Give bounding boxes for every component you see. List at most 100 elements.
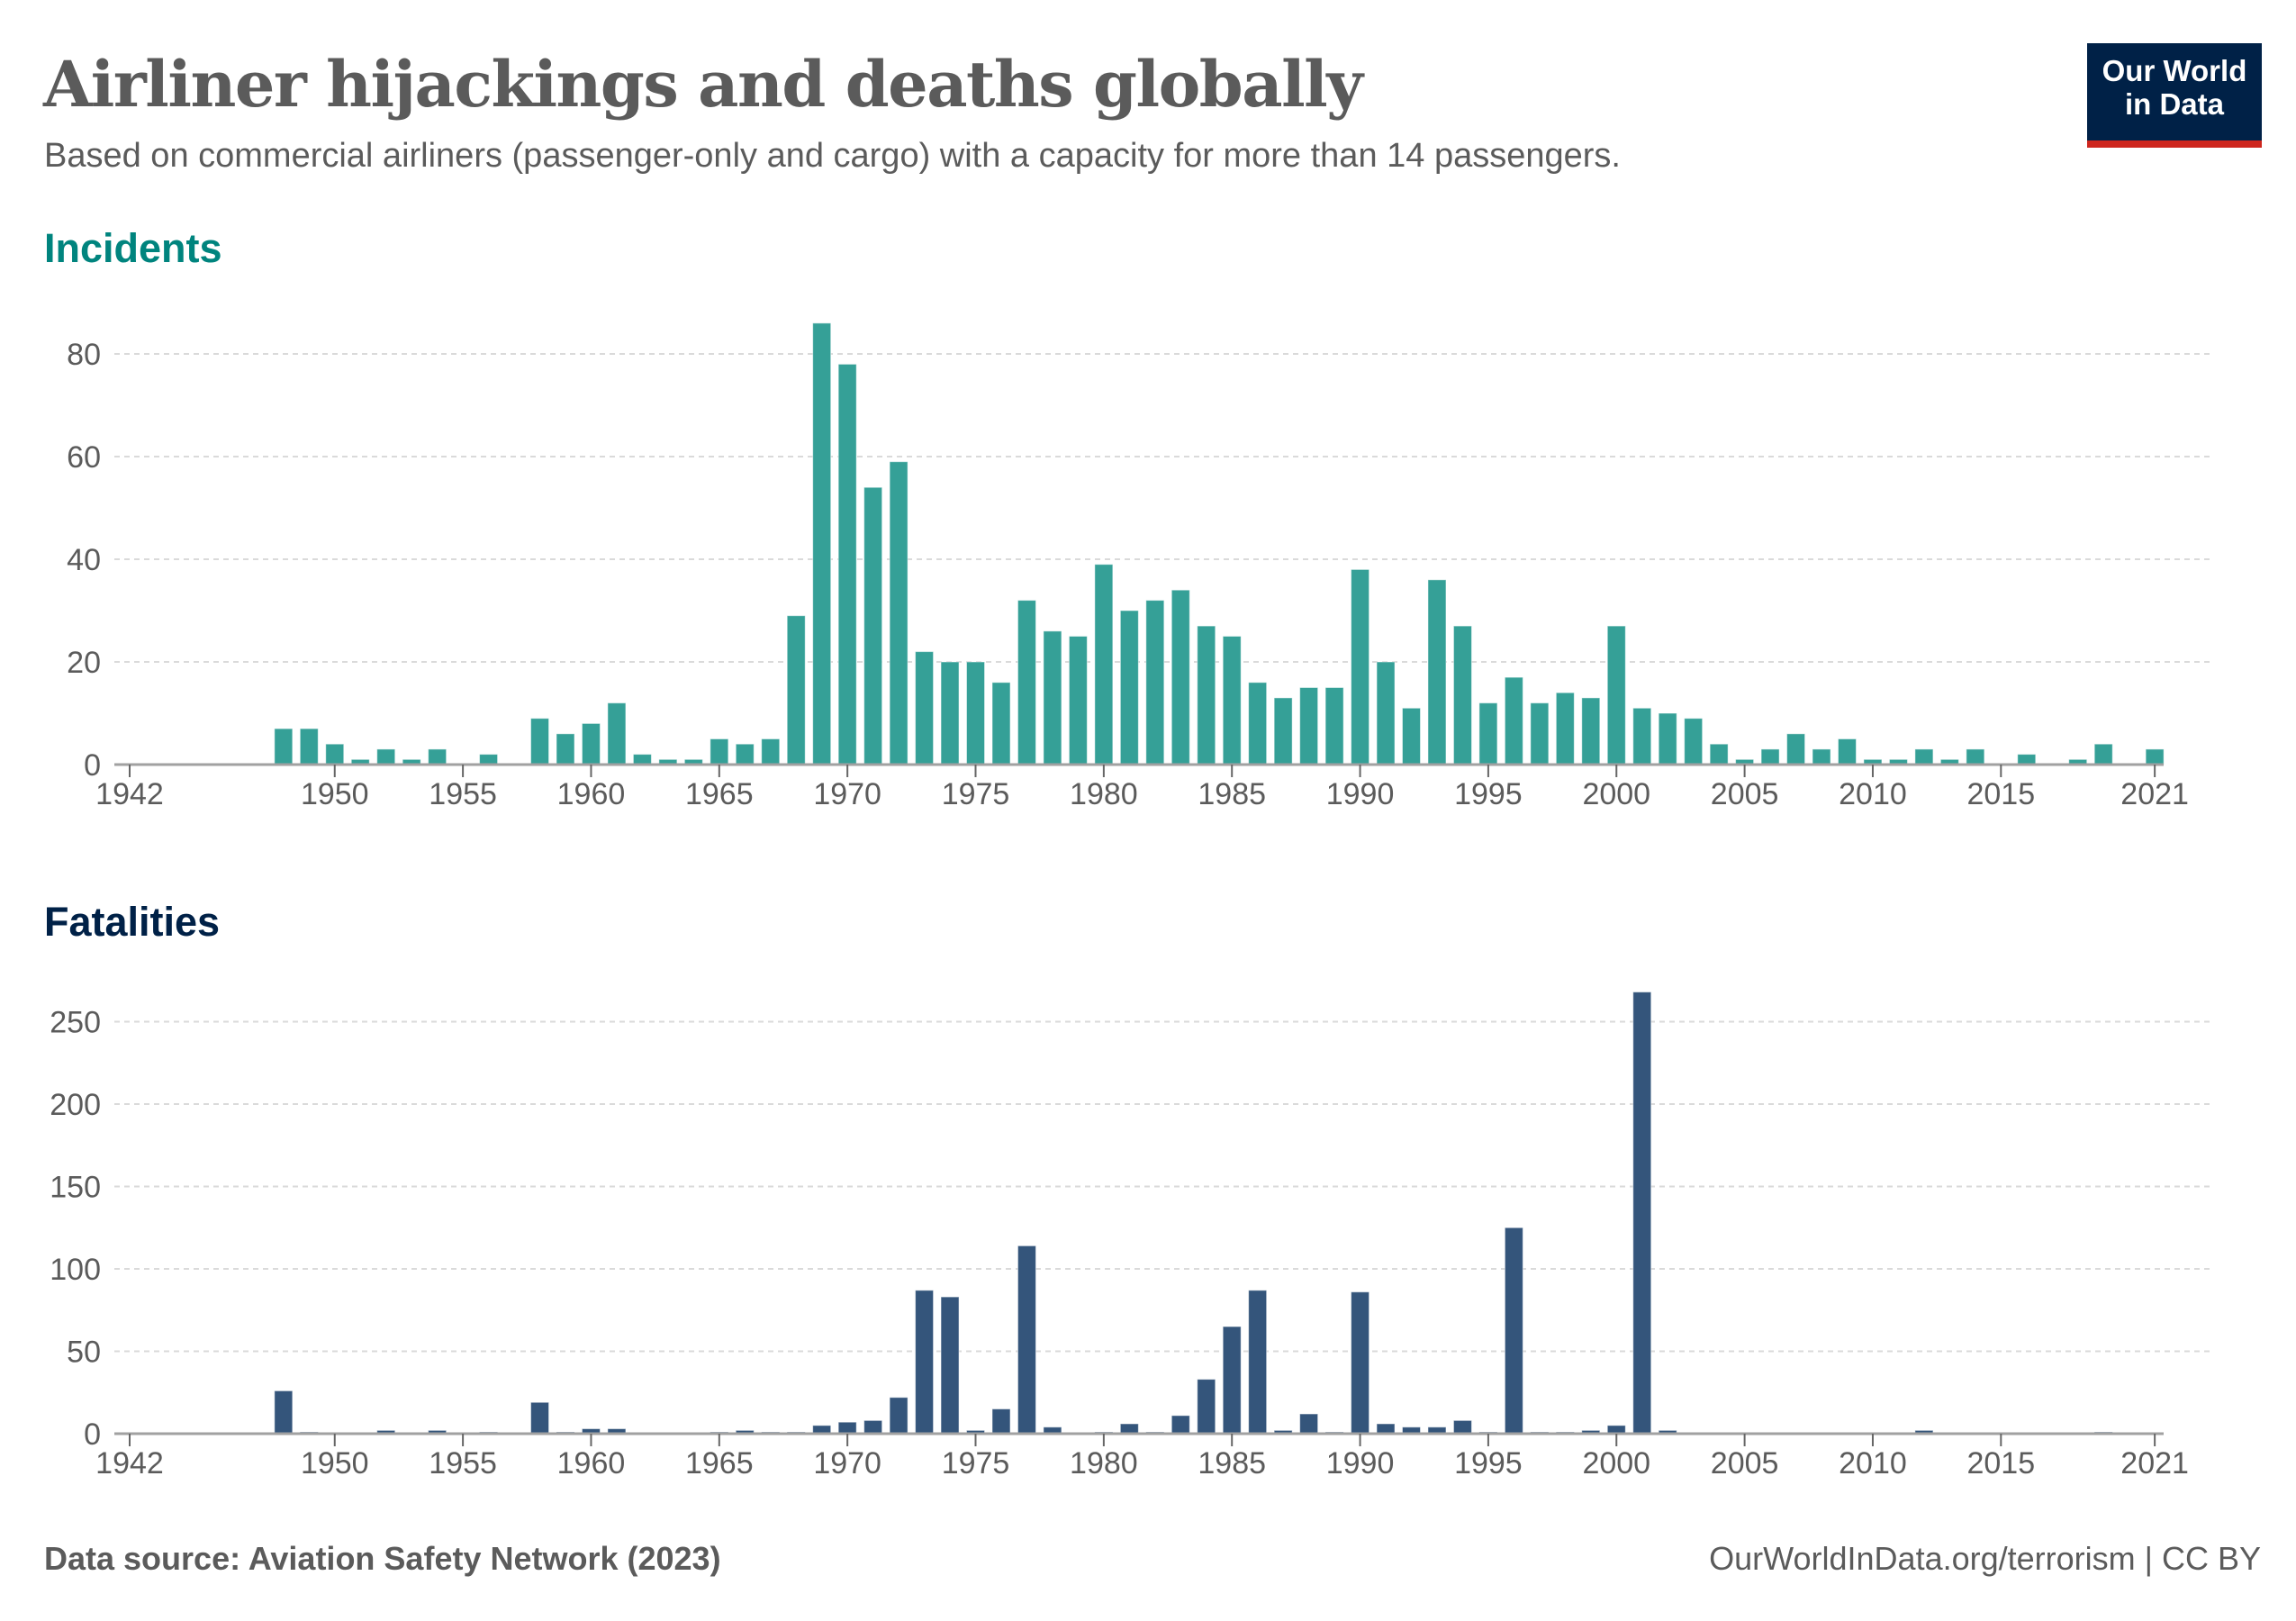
incidents-bar-1988 bbox=[1299, 687, 1319, 765]
incidents-y-tick-label: 40 bbox=[67, 543, 101, 577]
incidents-x-tick-label: 2010 bbox=[1839, 777, 1907, 811]
incidents-x-tick-label: 1950 bbox=[301, 777, 369, 811]
incidents-bar-1989 bbox=[1324, 687, 1344, 765]
fatalities-x-tick-label: 2000 bbox=[1582, 1446, 1650, 1481]
incidents-bar-2012 bbox=[1914, 748, 1934, 765]
incidents-bar-1965 bbox=[710, 738, 729, 765]
incidents-x-tick-label: 1990 bbox=[1326, 777, 1395, 811]
incidents-bar-1952 bbox=[376, 748, 396, 765]
incidents-bar-1960 bbox=[581, 722, 601, 765]
incidents-bar-1999 bbox=[1581, 697, 1601, 765]
owid-logo[interactable]: Our World in Data bbox=[2087, 43, 2262, 148]
fatalities-bar-1972 bbox=[889, 1397, 908, 1435]
logo-line-2: in Data bbox=[2124, 87, 2225, 121]
incidents-bar-2003 bbox=[1684, 718, 1704, 765]
incidents-x-tick-label: 2005 bbox=[1711, 777, 1779, 811]
incidents-x-tick-label: 1965 bbox=[685, 777, 754, 811]
incidents-bar-2009 bbox=[1837, 738, 1857, 765]
incidents-y-tick-label: 0 bbox=[84, 748, 101, 783]
fatalities-bar-1981 bbox=[1119, 1423, 1139, 1435]
incidents-x-tick-label: 1980 bbox=[1070, 777, 1138, 811]
chart-subtitle: Based on commercial airliners (passenger… bbox=[44, 137, 1621, 175]
incidents-y-tick-label: 20 bbox=[67, 646, 101, 680]
data-source[interactable]: Data source: Aviation Safety Network (20… bbox=[44, 1540, 721, 1577]
incidents-bar-1978 bbox=[1043, 630, 1062, 765]
footer-credit-link[interactable]: OurWorldInData.org/terrorism | CC BY bbox=[1709, 1540, 2261, 1577]
incidents-bar-1950 bbox=[325, 743, 345, 765]
fatalities-x-tick-label: 1970 bbox=[813, 1446, 881, 1481]
incidents-bar-2006 bbox=[1760, 748, 1780, 765]
incidents-bar-1975 bbox=[966, 661, 986, 765]
incidents-bar-1966 bbox=[735, 743, 755, 765]
fatalities-x-tick-label: 1995 bbox=[1454, 1446, 1523, 1481]
fatalities-x-tick-label: 2005 bbox=[1711, 1446, 1779, 1481]
incidents-bar-1970 bbox=[837, 363, 857, 765]
incidents-bar-1961 bbox=[607, 702, 627, 765]
fatalities-bar-1970 bbox=[837, 1421, 857, 1435]
fatalities-bar-1973 bbox=[915, 1290, 935, 1435]
fatalities-x-tick-label: 2010 bbox=[1839, 1446, 1907, 1481]
incidents-bar-1990 bbox=[1351, 568, 1370, 765]
incidents-bar-1994 bbox=[1452, 625, 1472, 765]
incidents-x-tick-label: 1955 bbox=[429, 777, 497, 811]
incidents-bar-1987 bbox=[1273, 697, 1293, 765]
incidents-bar-2019 bbox=[2093, 743, 2113, 765]
incidents-chart-title: Incidents bbox=[44, 225, 222, 271]
fatalities-x-tick-label: 1975 bbox=[942, 1446, 1010, 1481]
incidents-x-tick-label: 1942 bbox=[95, 777, 164, 811]
incidents-bar-1958 bbox=[530, 718, 550, 765]
incidents-bar-1971 bbox=[863, 486, 883, 765]
incidents-bar-1986 bbox=[1248, 682, 1268, 765]
incidents-bar-1985 bbox=[1222, 636, 1242, 765]
fatalities-y-tick-label: 100 bbox=[50, 1253, 101, 1287]
incidents-bar-2004 bbox=[1709, 743, 1729, 765]
incidents-bar-1956 bbox=[479, 754, 499, 765]
logo-accent-bar bbox=[2087, 140, 2262, 148]
incidents-bar-1976 bbox=[991, 682, 1011, 765]
fatalities-bar-1977 bbox=[1017, 1245, 1036, 1435]
fatalities-x-tick-label: 1955 bbox=[429, 1446, 497, 1481]
incidents-bar-1969 bbox=[812, 322, 832, 765]
fatalities-bar-1994 bbox=[1452, 1419, 1472, 1435]
fatalities-y-tick-label: 150 bbox=[50, 1171, 101, 1205]
incidents-bar-1984 bbox=[1197, 625, 1216, 765]
fatalities-bar-1984 bbox=[1197, 1379, 1216, 1435]
incidents-bar-1959 bbox=[556, 733, 575, 765]
incidents-bar-2001 bbox=[1632, 707, 1652, 765]
fatalities-bar-1990 bbox=[1351, 1291, 1370, 1435]
fatalities-bar-1974 bbox=[940, 1296, 960, 1435]
chart-title: Airliner hijackings and deaths globally bbox=[43, 47, 1363, 122]
fatalities-bar-1976 bbox=[991, 1408, 1011, 1435]
fatalities-y-tick-label: 200 bbox=[50, 1088, 101, 1122]
incidents-y-tick-label: 80 bbox=[67, 338, 101, 372]
incidents-bar-1977 bbox=[1017, 600, 1036, 765]
fatalities-bar-1986 bbox=[1248, 1290, 1268, 1435]
incidents-x-tick-label: 2015 bbox=[1966, 777, 2035, 811]
incidents-bar-1980 bbox=[1094, 564, 1114, 765]
incidents-bar-1983 bbox=[1171, 589, 1190, 765]
incidents-bar-2002 bbox=[1658, 712, 1677, 765]
incidents-bar-2007 bbox=[1786, 733, 1806, 765]
incidents-bar-1972 bbox=[889, 461, 908, 765]
incidents-bar-1962 bbox=[632, 754, 652, 765]
incidents-bar-2000 bbox=[1606, 625, 1626, 765]
fatalities-bar-1958 bbox=[530, 1401, 550, 1435]
fatalities-x-tick-label: 1942 bbox=[95, 1446, 164, 1481]
incidents-bar-2008 bbox=[1812, 748, 1831, 765]
fatalities-x-tick-label: 1990 bbox=[1326, 1446, 1395, 1481]
incidents-bar-1982 bbox=[1145, 600, 1165, 765]
incidents-x-tick-label: 1985 bbox=[1198, 777, 1266, 811]
fatalities-y-tick-label: 0 bbox=[84, 1417, 101, 1452]
incidents-bar-1998 bbox=[1555, 692, 1575, 765]
incidents-bar-2021 bbox=[2145, 748, 2165, 765]
fatalities-x-tick-label: 2015 bbox=[1966, 1446, 2035, 1481]
fatalities-x-tick-label: 1985 bbox=[1198, 1446, 1266, 1481]
incidents-bar-1973 bbox=[915, 651, 935, 765]
incidents-bar-1949 bbox=[299, 728, 319, 765]
fatalities-x-tick-label: 2021 bbox=[2120, 1446, 2189, 1481]
incidents-bar-1981 bbox=[1119, 610, 1139, 765]
incidents-bar-1968 bbox=[786, 615, 806, 765]
incidents-bar-1954 bbox=[428, 748, 447, 765]
incidents-bar-1995 bbox=[1478, 702, 1498, 765]
logo-line-1: Our World bbox=[2102, 54, 2247, 87]
